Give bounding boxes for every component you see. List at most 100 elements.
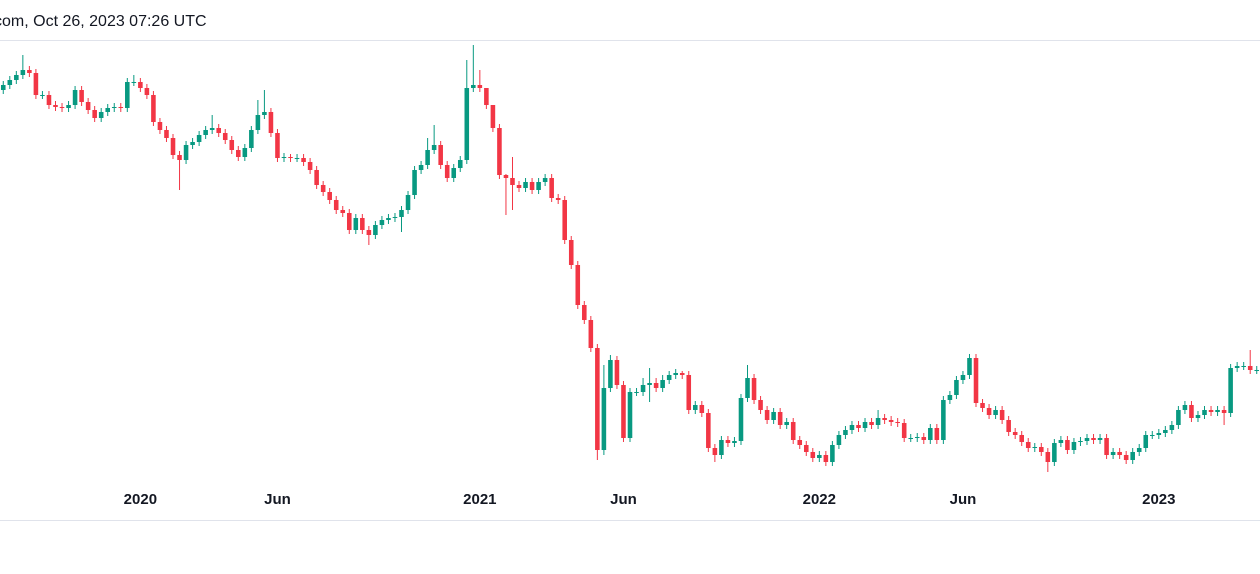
candle-body: [1065, 440, 1070, 450]
candle-body: [164, 130, 169, 138]
candle-body: [1097, 438, 1103, 440]
candle-body: [242, 148, 248, 157]
candle-body: [92, 110, 97, 118]
candle-body: [928, 428, 933, 440]
candle-body: [1221, 410, 1227, 413]
candle-body: [340, 210, 346, 213]
candle-body: [647, 383, 652, 385]
candle-body: [20, 70, 26, 75]
candle-body: [869, 422, 874, 425]
candle-body: [366, 230, 372, 235]
candle-body: [209, 128, 215, 130]
candle-body: [810, 452, 816, 458]
candle-body: [320, 185, 326, 192]
candle-body: [941, 400, 946, 440]
x-tick-label: Jun: [610, 491, 637, 508]
candle-body: [425, 150, 430, 165]
candle-body: [157, 122, 163, 130]
candle-body: [379, 220, 385, 225]
candle-body: [562, 200, 567, 240]
candle-body: [771, 412, 776, 420]
candle-body: [111, 107, 117, 108]
candle-body: [980, 403, 985, 408]
candle-body: [523, 182, 528, 188]
candle-body: [360, 218, 365, 230]
candle-body: [373, 225, 378, 235]
candle-body: [568, 240, 574, 265]
candle-body: [830, 445, 835, 462]
candle-body: [72, 90, 78, 105]
candle-body: [1052, 443, 1057, 462]
candle-body: [999, 410, 1005, 420]
candle-body: [392, 217, 398, 218]
candle-body: [908, 438, 914, 439]
candle-body: [843, 430, 848, 435]
candle-body: [268, 112, 274, 133]
candle-body: [1019, 435, 1024, 442]
x-tick-label: Jun: [264, 491, 291, 508]
candle-body: [14, 75, 19, 80]
candle-body: [895, 422, 900, 423]
candle-body: [914, 437, 920, 438]
candle-body: [555, 198, 561, 200]
candle-body: [7, 80, 13, 85]
candle-body: [693, 405, 698, 410]
candle-body: [346, 213, 352, 230]
candle-body: [673, 373, 678, 375]
candle-body: [836, 435, 842, 445]
candle-body: [79, 90, 84, 102]
candle-body: [608, 360, 613, 388]
x-tick-label: 2022: [803, 491, 836, 508]
candle-body: [1143, 435, 1149, 448]
candle-body: [222, 133, 228, 140]
candle-body: [901, 423, 907, 438]
candle-body: [353, 218, 359, 230]
candle-body: [177, 155, 182, 160]
candle-body: [457, 160, 463, 168]
candle-body: [40, 95, 45, 96]
candle-body: [59, 107, 65, 108]
candle-body: [418, 165, 424, 170]
candle-body: [471, 85, 476, 88]
candle-body: [712, 448, 718, 455]
candle-body: [529, 182, 535, 190]
candle-body: [484, 88, 489, 105]
candle-body: [1045, 452, 1051, 462]
candle-body: [882, 418, 887, 420]
candle-body: [797, 440, 803, 445]
candle-body: [621, 385, 626, 438]
candle-body: [588, 320, 594, 348]
candle-body: [1208, 410, 1214, 412]
candle-body: [582, 305, 587, 320]
candle-body: [1091, 438, 1096, 440]
candle-body: [921, 437, 927, 440]
candle-body: [236, 150, 241, 157]
candle-body: [1149, 435, 1155, 436]
candle-body: [405, 195, 411, 210]
candle-body: [614, 360, 620, 385]
candle-body: [183, 145, 189, 160]
candle-body: [412, 170, 417, 195]
candle-body: [249, 130, 254, 148]
candle-body: [745, 378, 750, 398]
candle-body: [262, 112, 267, 115]
candle-body: [777, 412, 783, 425]
candle-body: [281, 157, 287, 158]
candle-body: [1182, 405, 1188, 410]
candle-body: [706, 413, 711, 448]
candle-body: [1071, 442, 1077, 450]
candle-body: [503, 175, 509, 178]
candle-body: [144, 88, 150, 95]
candle-body: [203, 130, 208, 135]
candle-body: [510, 178, 515, 185]
candle-body: [627, 392, 633, 438]
candle-body: [327, 192, 332, 200]
candle-body: [1032, 447, 1038, 448]
candle-body: [1084, 438, 1090, 441]
candle-body: [1130, 452, 1135, 460]
candle-body: [288, 157, 293, 158]
candle-body: [934, 428, 940, 440]
candle-body: [784, 422, 789, 425]
candle-body: [954, 380, 959, 395]
